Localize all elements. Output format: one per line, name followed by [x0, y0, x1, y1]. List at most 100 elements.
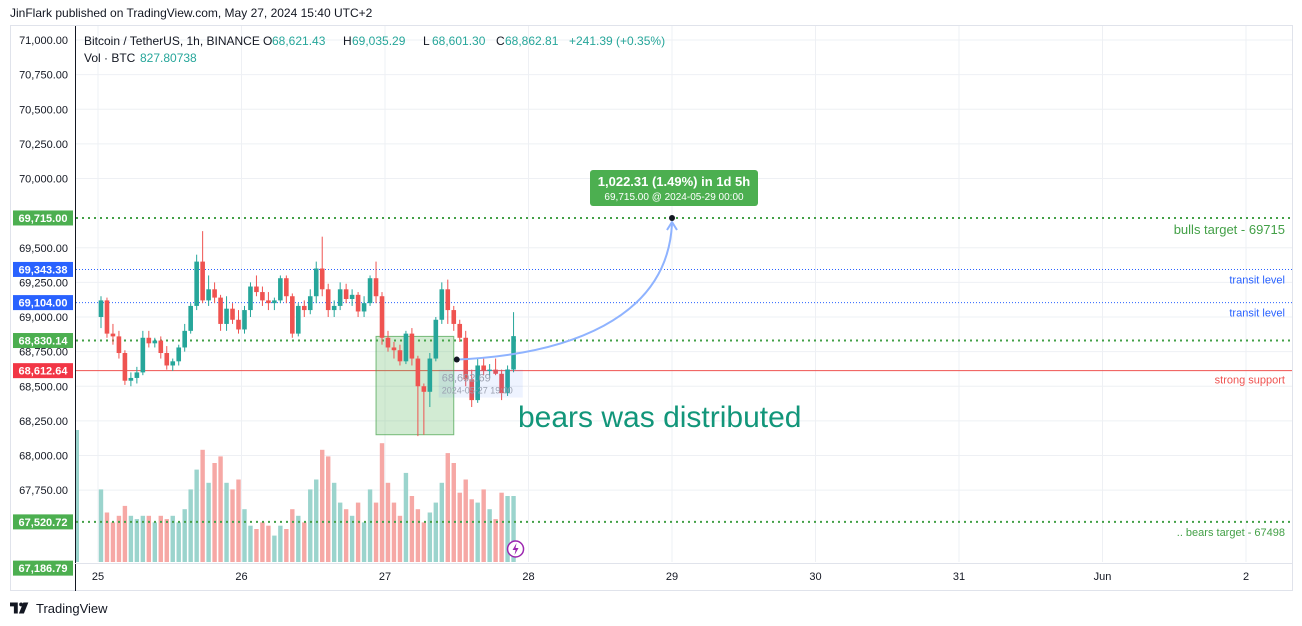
candle-body	[469, 379, 474, 401]
volume-bar	[242, 509, 247, 562]
candle-body	[415, 358, 421, 387]
volume-bar	[110, 522, 116, 562]
bulls-target-line-label: bulls target - 69715	[1174, 222, 1285, 237]
footer: TradingView	[10, 598, 108, 618]
candle-body	[361, 303, 367, 312]
chart-frame[interactable]	[10, 25, 1293, 591]
tradingview-logo-icon[interactable]	[10, 602, 30, 614]
transit-level-lower-tag-text: 69,104.00	[19, 298, 68, 310]
transit-level-upper-tag	[13, 261, 73, 277]
volume-bar	[469, 499, 474, 562]
candle-body	[128, 377, 134, 381]
projection-start-point	[453, 356, 460, 363]
volume-bar	[320, 449, 325, 562]
candle-body	[140, 337, 146, 373]
candle-body	[236, 319, 241, 330]
candle-body	[248, 286, 253, 311]
volume-bar	[457, 492, 462, 562]
volume-bar	[296, 515, 301, 562]
chart-grid	[75, 26, 1292, 591]
candle-body	[284, 278, 289, 297]
chart-title: Bitcoin / TetherUS, 1h, BINANCE	[84, 34, 260, 48]
volume-bar	[325, 456, 331, 562]
candle-body	[212, 289, 217, 298]
candle-body	[403, 333, 409, 362]
candle-body	[481, 365, 486, 372]
volume-bar	[140, 515, 146, 562]
price-tick-label: 69,000.00	[19, 312, 68, 324]
candle-body	[307, 296, 313, 311]
strong-support-line-label: strong support	[1215, 375, 1285, 387]
candle-body	[313, 268, 319, 297]
time-tick-label: 27	[379, 571, 391, 583]
bulls-target-line-tag-text: 69,715.00	[19, 213, 68, 225]
volume-bar	[493, 519, 498, 562]
time-tick-label: 28	[522, 571, 534, 583]
candle-body	[188, 305, 193, 331]
candle-body	[200, 261, 205, 301]
crosshair-price: 68,692.69	[442, 373, 491, 385]
volume-bar	[451, 463, 456, 562]
candle-body	[391, 347, 397, 351]
volume-bar	[254, 529, 259, 562]
volume-bar	[427, 512, 433, 562]
candle-body	[218, 297, 223, 324]
projection-label-sub: 69,715.00 @ 2024-05-29 00:00	[604, 192, 744, 203]
volume-bar	[236, 479, 241, 562]
volume-bar	[230, 489, 235, 562]
volume-bar	[385, 482, 391, 562]
candle-body	[421, 386, 427, 392]
volume-bar	[76, 430, 79, 562]
volume-bar	[98, 489, 104, 562]
candle-body	[110, 333, 116, 337]
price-tick-label: 69,500.00	[19, 243, 68, 255]
candle-body	[445, 289, 451, 311]
level-68830-tag	[13, 333, 73, 349]
candle-body	[158, 340, 164, 354]
time-tick-label: 31	[953, 571, 965, 583]
time-tick-label: 25	[92, 571, 104, 583]
volume-price-tag	[13, 560, 73, 576]
footer-brand[interactable]: TradingView	[36, 600, 108, 616]
level-68830-tag-text: 68,830.14	[19, 336, 69, 348]
volume-bar	[284, 529, 289, 562]
candle-body	[146, 337, 152, 344]
candle-body	[475, 365, 480, 401]
annotation-bears-distributed[interactable]: bears was distributed	[518, 401, 801, 434]
candle-body	[254, 286, 259, 293]
volume-bar	[200, 449, 205, 562]
candle-body	[379, 296, 385, 338]
candle-body	[451, 310, 457, 324]
price-tick-label: 71,000.00	[19, 35, 68, 47]
time-tick-label: 2	[1243, 571, 1249, 583]
bears-target-line-tag	[13, 514, 73, 530]
volume-bar	[499, 492, 504, 562]
distribution-rectangle[interactable]	[375, 335, 455, 436]
volume-bar	[164, 519, 169, 562]
price-tick-label: 69,250.00	[19, 277, 68, 289]
transit-level-lower-tag	[13, 295, 73, 311]
candle-body	[98, 300, 104, 317]
projection-label-main: 1,022.31 (1.49%) in 1d 5h	[598, 174, 751, 189]
projection-label-box[interactable]	[590, 169, 758, 206]
volume-bar	[212, 463, 217, 562]
volume-bar	[433, 502, 439, 562]
volume-bar	[158, 515, 163, 562]
volume-bar	[260, 522, 265, 562]
publish-header: JinFlark published on TradingView.com, M…	[10, 6, 373, 20]
volume-bar	[302, 522, 307, 562]
volume-bar	[421, 522, 427, 562]
volume-bar	[248, 525, 253, 562]
strong-support-line-tag-text: 68,612.64	[19, 366, 69, 378]
candle-body	[499, 373, 504, 394]
volume-bar	[373, 502, 379, 562]
candle-body	[170, 361, 176, 366]
candle-body	[206, 289, 211, 301]
candle-body	[278, 278, 283, 301]
candle-body	[242, 310, 247, 330]
candle-body	[337, 289, 343, 306]
projection-curve	[456, 223, 673, 361]
candle-body	[493, 369, 498, 374]
candle-body	[343, 289, 349, 299]
